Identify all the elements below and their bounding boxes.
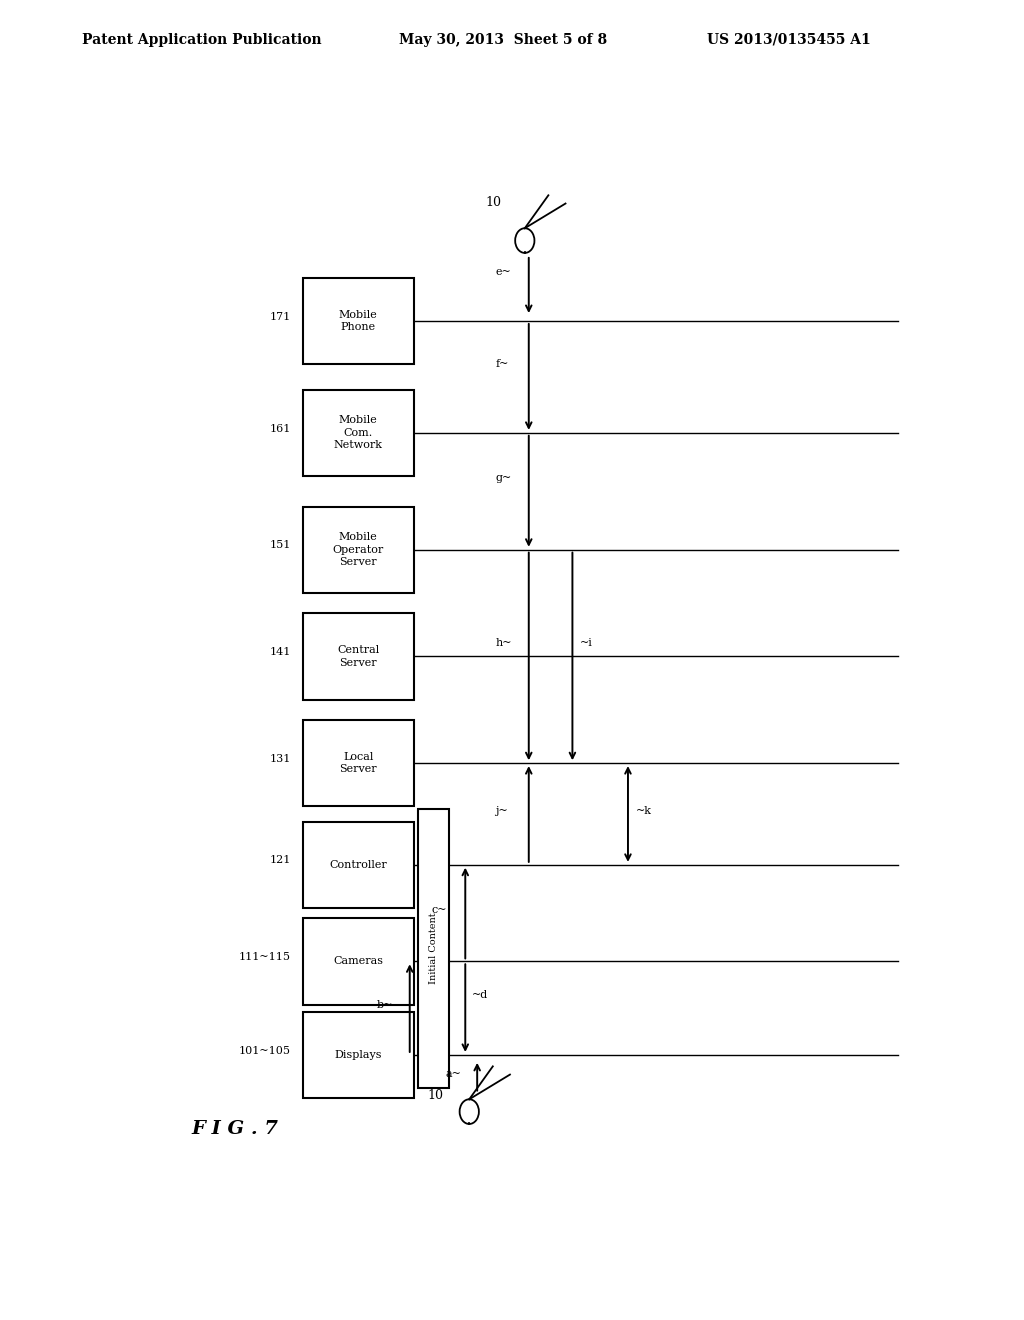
Text: Cameras: Cameras xyxy=(333,957,383,966)
Text: 131: 131 xyxy=(269,754,291,764)
Text: ~k: ~k xyxy=(636,807,652,816)
Text: Mobile
Phone: Mobile Phone xyxy=(339,310,378,333)
Bar xyxy=(303,919,414,1005)
Text: c~: c~ xyxy=(432,906,447,915)
Bar xyxy=(303,389,414,477)
Text: Patent Application Publication: Patent Application Publication xyxy=(82,33,322,46)
Text: Controller: Controller xyxy=(330,859,387,870)
Text: Displays: Displays xyxy=(335,1049,382,1060)
Text: Mobile
Operator
Server: Mobile Operator Server xyxy=(333,532,384,568)
Text: F I G . 7: F I G . 7 xyxy=(191,1121,279,1138)
Text: ~i: ~i xyxy=(581,639,593,648)
Text: May 30, 2013  Sheet 5 of 8: May 30, 2013 Sheet 5 of 8 xyxy=(399,33,607,46)
Text: b~: b~ xyxy=(377,1001,393,1010)
Text: 151: 151 xyxy=(269,540,291,550)
Bar xyxy=(303,507,414,593)
Text: Mobile
Com.
Network: Mobile Com. Network xyxy=(334,416,383,450)
Text: Initial Content: Initial Content xyxy=(429,913,438,985)
Bar xyxy=(303,821,414,908)
Text: h~: h~ xyxy=(496,639,512,648)
Text: US 2013/0135455 A1: US 2013/0135455 A1 xyxy=(707,33,870,46)
Text: 10: 10 xyxy=(485,197,501,209)
Text: 101~105: 101~105 xyxy=(239,1045,291,1056)
Text: 171: 171 xyxy=(269,312,291,322)
Text: 141: 141 xyxy=(269,647,291,657)
Text: g~: g~ xyxy=(496,473,512,483)
Text: Local
Server: Local Server xyxy=(339,752,377,775)
Text: f~: f~ xyxy=(496,359,509,368)
Text: j~: j~ xyxy=(496,807,508,816)
Bar xyxy=(303,1011,414,1098)
Text: e~: e~ xyxy=(496,267,511,277)
Text: 161: 161 xyxy=(269,424,291,433)
Text: a~: a~ xyxy=(445,1069,462,1078)
Text: 121: 121 xyxy=(269,855,291,866)
Bar xyxy=(418,809,450,1089)
Bar xyxy=(303,614,414,700)
Text: 111~115: 111~115 xyxy=(239,952,291,962)
Bar xyxy=(303,719,414,807)
Text: ~d: ~d xyxy=(472,990,487,1001)
Text: 10: 10 xyxy=(427,1089,443,1102)
Text: Central
Server: Central Server xyxy=(337,645,379,668)
Bar xyxy=(303,277,414,364)
